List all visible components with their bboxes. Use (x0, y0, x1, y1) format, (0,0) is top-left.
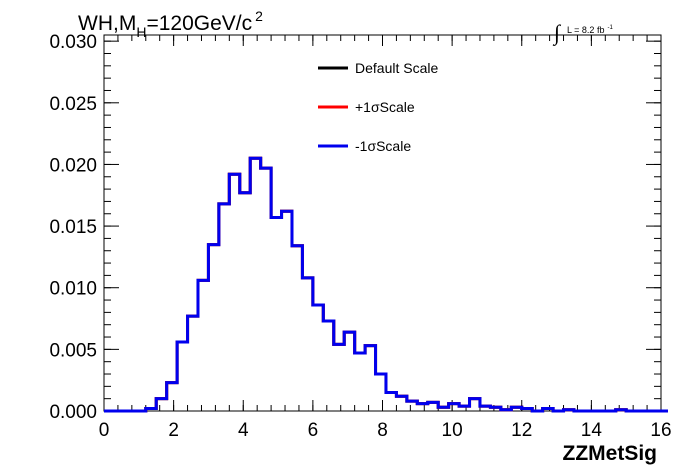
integral-symbol: ∫ (552, 20, 562, 46)
y-tick-label: 0.025 (49, 94, 97, 115)
x-tick-label: 4 (238, 420, 249, 441)
lumi-text: L = 8.2 fb (567, 25, 604, 35)
x-tick-label: 12 (511, 420, 532, 441)
x-tick-label: 16 (650, 420, 671, 441)
chart-title: WH,MH=120GeV/c 2 (78, 8, 263, 40)
x-tick-label: 6 (308, 420, 319, 441)
histogram-series (104, 156, 668, 413)
y-tick-label: 0.015 (49, 217, 97, 238)
legend: Default Scale +1σScale -1σScale (318, 60, 438, 154)
y-tick-label: 0.000 (49, 402, 97, 423)
x-axis-ticks: 0 2 4 6 8 10 12 14 16 (99, 35, 672, 441)
x-tick-label: 0 (99, 420, 110, 441)
y-axis-ticks: 0.000 0.005 0.010 0.015 0.020 0.025 0.030 (49, 32, 661, 423)
x-tick-label: 14 (581, 420, 603, 441)
lumi-superscript: -1 (607, 25, 613, 31)
x-axis-label: ZZMetSig (563, 442, 658, 465)
title-part-b: =120GeV/c (146, 12, 252, 35)
y-tick-label: 0.020 (49, 155, 97, 176)
x-tick-label: 10 (442, 420, 463, 441)
y-tick-label: 0.010 (49, 279, 97, 300)
luminosity-label: L = 8.2 fb -1 (567, 25, 613, 35)
legend-label-1: +1σScale (355, 99, 415, 115)
y-tick-label: 0.005 (49, 340, 97, 361)
title-subscript: H (136, 24, 146, 40)
legend-label-0: Default Scale (355, 60, 438, 76)
x-tick-label: 2 (168, 420, 179, 441)
title-superscript: 2 (255, 8, 263, 24)
legend-label-2: -1σScale (355, 138, 411, 154)
title-part-a: WH,M (78, 12, 136, 35)
y-tick-label: 0.030 (49, 32, 97, 53)
x-tick-label: 8 (377, 420, 388, 441)
series-line-2 (104, 156, 668, 413)
